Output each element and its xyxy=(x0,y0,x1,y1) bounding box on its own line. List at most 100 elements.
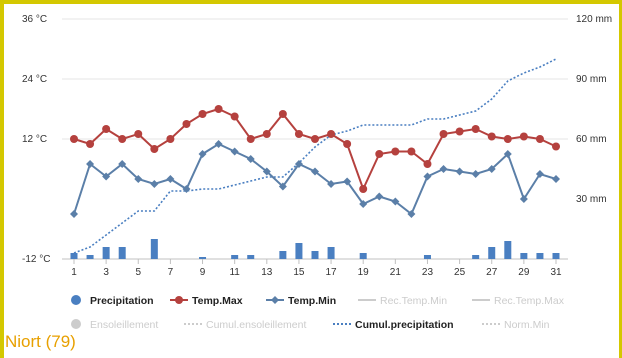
temp-max-point xyxy=(423,160,432,168)
temp-max-point xyxy=(230,112,239,121)
legend-label: Temp.Max xyxy=(192,295,243,307)
precipitation-bar xyxy=(472,255,480,259)
frame-right-border xyxy=(619,0,622,358)
temp-min-point xyxy=(519,195,528,203)
temp-min-point xyxy=(359,200,368,208)
temp-min-point xyxy=(246,155,255,163)
temp-max-point xyxy=(343,140,352,148)
temp-min-point xyxy=(391,197,400,206)
temp-max-point xyxy=(391,147,400,156)
legend-label: Temp.Min xyxy=(288,295,336,307)
precipitation-bar xyxy=(118,247,126,259)
x-tick-label: 1 xyxy=(71,267,77,278)
x-tick-label: 21 xyxy=(390,267,402,278)
legend-label: Precipitation xyxy=(90,295,154,307)
temp-min-point xyxy=(294,160,303,168)
temp-max-point xyxy=(535,135,544,143)
temp-min-point xyxy=(102,172,111,181)
x-tick-label: 9 xyxy=(200,267,206,278)
precipitation-bar xyxy=(536,253,544,259)
temp-max-point xyxy=(375,150,384,158)
precipitation-bar xyxy=(150,239,158,259)
legend-label: Rec.Temp.Min xyxy=(380,295,447,307)
precipitation-bar xyxy=(70,253,78,259)
frame-top-border xyxy=(0,0,622,4)
legend-marker xyxy=(175,296,183,304)
precipitation-bar xyxy=(504,241,512,259)
x-tick-label: 17 xyxy=(326,267,338,278)
frame-left-border xyxy=(0,0,4,358)
temp-min-point xyxy=(86,160,95,168)
precipitation-bar xyxy=(86,255,94,259)
temp-min-point xyxy=(198,150,207,158)
legend-marker xyxy=(271,296,279,304)
temp-min-point xyxy=(230,147,239,156)
temp-min-point xyxy=(343,177,352,186)
x-tick-label: 25 xyxy=(454,267,466,278)
temp-min-point xyxy=(552,175,560,183)
precipitation-bar xyxy=(327,247,335,259)
temp-min-point xyxy=(439,165,448,173)
x-tick-label: 31 xyxy=(550,267,562,278)
x-tick-label: 27 xyxy=(486,267,498,278)
temp-max-point xyxy=(86,140,95,148)
temp-max-line xyxy=(73,107,557,192)
temp-min-point xyxy=(487,165,496,173)
temp-max-point xyxy=(150,145,159,153)
temp-min-point xyxy=(182,185,191,193)
temp-max-point xyxy=(70,135,78,143)
y-left-tick-label: 12 °C xyxy=(22,134,47,145)
temp-max-point xyxy=(311,135,319,143)
legend-label: Norm.Min xyxy=(504,319,550,331)
legend-label: Cumul.precipitation xyxy=(355,319,454,331)
x-tick-label: 13 xyxy=(261,267,273,278)
precipitation-bar xyxy=(102,247,110,259)
legend-symbol xyxy=(71,319,81,329)
temp-min-point xyxy=(150,180,159,188)
precipitation-bar xyxy=(311,251,319,259)
temp-max-point xyxy=(118,135,127,143)
temp-min-point xyxy=(118,160,127,168)
temp-max-point xyxy=(471,125,480,133)
temp-max-point xyxy=(294,130,303,138)
temp-min-point xyxy=(471,170,480,178)
temp-min-line xyxy=(73,142,557,216)
temp-max-point xyxy=(214,105,223,113)
temp-min-point xyxy=(407,210,416,218)
legend-symbol xyxy=(71,295,81,305)
temp-max-point xyxy=(487,132,496,141)
y-left-tick-label: 36 °C xyxy=(22,14,47,25)
precipitation-bar xyxy=(423,255,431,259)
temp-min-point xyxy=(262,167,271,176)
precipitation-bar xyxy=(359,253,367,259)
temp-max-point xyxy=(182,120,191,128)
precipitation-bar xyxy=(488,247,496,259)
y-left-tick-label: -12 °C xyxy=(22,254,50,265)
station-caption: Niort (79) xyxy=(5,332,76,351)
temp-max-point xyxy=(262,130,271,138)
precipitation-bar xyxy=(247,255,255,259)
legend-label: Ensoleillement xyxy=(90,319,158,331)
temp-min-point xyxy=(166,175,175,183)
temp-max-point xyxy=(519,132,528,141)
temp-max-point xyxy=(327,130,336,138)
y-right-tick-label: 30 mm xyxy=(576,194,607,205)
legend-label: Rec.Temp.Max xyxy=(494,295,565,307)
x-tick-label: 11 xyxy=(229,267,240,278)
precipitation-bar xyxy=(279,251,287,259)
temp-max-point xyxy=(246,135,255,143)
precipitation-bar xyxy=(199,257,207,259)
legend-label: Cumul.ensoleillement xyxy=(206,319,306,331)
temp-max-point xyxy=(503,135,512,143)
temp-min-point xyxy=(134,175,143,183)
temp-min-point xyxy=(70,210,78,218)
temp-max-point xyxy=(439,130,448,138)
x-tick-label: 15 xyxy=(293,267,305,278)
temp-max-point xyxy=(102,125,111,133)
temp-max-point xyxy=(166,135,175,143)
precipitation-bar xyxy=(295,243,303,259)
x-tick-label: 19 xyxy=(358,267,370,278)
temp-max-point xyxy=(134,130,143,138)
precipitation-bar xyxy=(231,255,239,259)
